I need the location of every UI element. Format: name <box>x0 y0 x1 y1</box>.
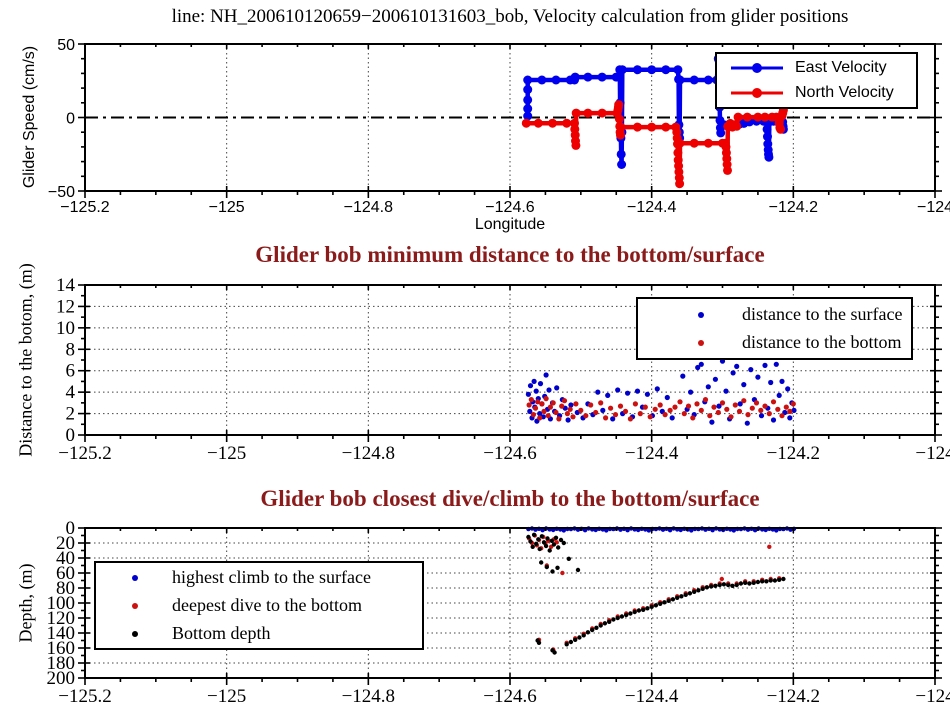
svg-text:−125.2: −125.2 <box>58 686 111 707</box>
svg-text:0: 0 <box>66 111 75 128</box>
svg-text:−125: −125 <box>209 199 245 216</box>
black-dot-marker-icon <box>132 630 138 637</box>
svg-text:−124: −124 <box>915 443 950 464</box>
blue-dot-marker-icon <box>698 311 704 318</box>
legend-label-north-velocity: North Velocity <box>795 84 894 101</box>
svg-text:10: 10 <box>56 318 75 339</box>
svg-text:−124.8: −124.8 <box>342 443 395 464</box>
svg-text:2: 2 <box>66 404 76 425</box>
blue-dot-marker-icon <box>132 574 138 581</box>
depth-plot-title: Glider bob closest dive/climb to the bot… <box>260 486 760 511</box>
figure-title: line: NH_200610120659−200610131603_bob, … <box>171 6 849 27</box>
svg-text:−124.2: −124.2 <box>767 443 820 464</box>
legend-label-highest-climb: highest climb to the surface <box>172 567 371 587</box>
distance-legend: distance to the surface distance to the … <box>636 297 913 360</box>
legend-item-bottom-depth: Bottom depth <box>96 620 422 648</box>
svg-text:−124.4: −124.4 <box>625 443 679 464</box>
red-dot-marker-icon <box>132 602 138 609</box>
svg-text:40: 40 <box>56 548 75 569</box>
legend-item-highest-climb: highest climb to the surface <box>96 564 422 592</box>
legend-label-deepest-dive: deepest dive to the bottom <box>172 595 362 615</box>
legend-label-east-velocity: East Velocity <box>795 59 887 76</box>
svg-text:0: 0 <box>66 518 76 539</box>
svg-text:−124.8: −124.8 <box>344 199 393 216</box>
svg-text:−50: −50 <box>48 184 75 201</box>
svg-text:120: 120 <box>47 608 76 629</box>
svg-text:12: 12 <box>56 296 75 317</box>
svg-text:−125.2: −125.2 <box>60 199 109 216</box>
svg-text:6: 6 <box>66 361 76 382</box>
svg-text:−124.6: −124.6 <box>485 199 534 216</box>
svg-text:−124.4: −124.4 <box>627 199 676 216</box>
svg-text:80: 80 <box>56 578 75 599</box>
legend-item-east-velocity: East Velocity <box>717 56 916 81</box>
svg-text:200: 200 <box>47 668 76 689</box>
distance-ylabel: Distance to the botom, (m) <box>15 263 36 457</box>
svg-text:−125: −125 <box>207 443 246 464</box>
red-line-marker-icon <box>731 88 783 98</box>
svg-text:20: 20 <box>56 533 75 554</box>
legend-item-north-velocity: North Velocity <box>717 81 916 106</box>
svg-text:−124.8: −124.8 <box>342 686 395 707</box>
svg-text:−125: −125 <box>207 686 246 707</box>
svg-text:−124.2: −124.2 <box>767 686 820 707</box>
svg-text:−124.4: −124.4 <box>625 686 679 707</box>
legend-label-bottom-depth: Bottom depth <box>172 623 271 643</box>
legend-item-distance-surface: distance to the surface <box>638 301 911 329</box>
blue-line-marker-icon <box>731 63 783 73</box>
depth-legend: highest climb to the surface deepest div… <box>94 561 424 650</box>
svg-text:60: 60 <box>56 563 75 584</box>
svg-text:50: 50 <box>57 37 75 54</box>
svg-text:160: 160 <box>47 638 76 659</box>
svg-text:180: 180 <box>47 653 76 674</box>
red-dot-marker-icon <box>698 339 704 346</box>
svg-text:−124: −124 <box>917 199 950 216</box>
legend-item-deepest-dive: deepest dive to the bottom <box>96 592 422 620</box>
velocity-ylabel: Glider Speed (cm/s) <box>21 45 38 189</box>
svg-text:−124.2: −124.2 <box>769 199 818 216</box>
svg-text:8: 8 <box>66 339 76 360</box>
velocity-legend: East Velocity North Velocity <box>715 52 918 109</box>
distance-plot-title: Glider bob minimum distance to the botto… <box>255 242 765 267</box>
svg-text:−124: −124 <box>915 686 950 707</box>
longitude-xlabel: Longitude <box>474 216 546 233</box>
legend-label-distance-bottom: distance to the bottom <box>742 332 902 352</box>
svg-text:4: 4 <box>66 382 76 403</box>
svg-text:100: 100 <box>47 593 76 614</box>
svg-text:−124.6: −124.6 <box>483 686 536 707</box>
svg-text:−125.2: −125.2 <box>58 443 111 464</box>
svg-text:−124.6: −124.6 <box>483 443 536 464</box>
svg-text:14: 14 <box>56 275 76 296</box>
legend-label-distance-surface: distance to the surface <box>742 304 903 324</box>
svg-text:0: 0 <box>66 425 76 446</box>
svg-text:140: 140 <box>47 623 76 644</box>
legend-item-distance-bottom: distance to the bottom <box>638 329 911 357</box>
depth-ylabel: Depth, (m) <box>15 563 36 643</box>
